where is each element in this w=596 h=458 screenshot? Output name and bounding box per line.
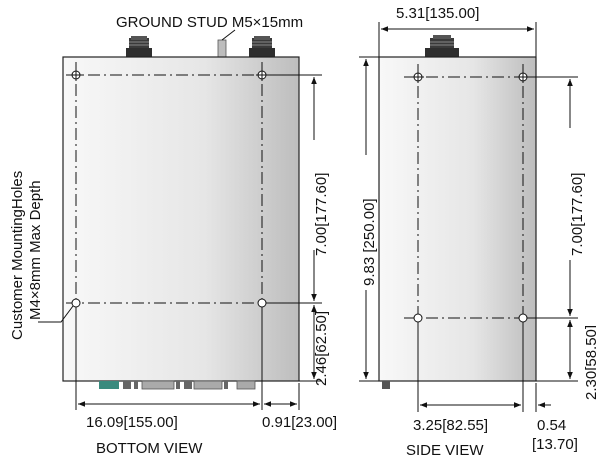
- bottom-view-title: BOTTOM VIEW: [96, 440, 203, 457]
- dim-hole-edge-horizontal-label: 0.91[23.00]: [262, 414, 337, 431]
- side-view-title: SIDE VIEW: [406, 442, 484, 458]
- side-dim-width-label: 5.31[135.00]: [396, 5, 479, 22]
- mounting-holes-leader: [38, 305, 74, 323]
- mounting-hole-top-left: [70, 69, 82, 81]
- dim-hole-edge-vertical-label: 2.46[62.50]: [313, 311, 330, 386]
- bottom-view-body: [62, 56, 300, 382]
- dim-width-label: 16.09[155.00]: [86, 414, 178, 431]
- dim-hole-spacing-vertical-label: 7.00[177.60]: [313, 173, 330, 256]
- side-dim-hole-edge-horizontal-label-2: [13.70]: [532, 436, 578, 453]
- side-dim-hole-edge-vertical-label: 2.30[58.50]: [583, 325, 596, 400]
- side-dim-height-label: 9.83 [250.00]: [361, 198, 378, 286]
- side-hole-bottom-left: [413, 313, 423, 323]
- ground-stud-label: GROUND STUD M5×15mm: [116, 14, 303, 31]
- side-dim-hole-spacing-vertical-label: 7.00[177.60]: [569, 173, 586, 256]
- mounting-hole-bottom-left: [71, 298, 81, 308]
- n-type-connector-right: [249, 36, 275, 58]
- ground-stud: [217, 39, 227, 59]
- side-connector: [425, 35, 459, 57]
- side-foot: [382, 381, 390, 389]
- ground-stud-leader: [221, 29, 236, 41]
- side-hole-bottom-right: [518, 313, 528, 323]
- n-type-connector-left: [126, 36, 152, 58]
- holes-label-line2: M4×8mm Max Depth: [27, 180, 44, 320]
- side-view-body: [378, 56, 537, 382]
- mounting-hole-bottom-right: [257, 298, 267, 308]
- side-dim-hole-spacing-horizontal-label: 3.25[82.55]: [413, 417, 488, 434]
- side-dim-hole-edge-horizontal-label-1: 0.54: [537, 417, 566, 434]
- bottom-ports: [99, 380, 256, 390]
- holes-label-line1: Customer MountingHoles: [9, 171, 26, 340]
- side-view: 5.31[135.00] 9.83 [250.00] 7.00[177.60] …: [359, 5, 596, 458]
- side-hole-top-left: [412, 71, 424, 83]
- bottom-view: GROUND STUD M5×15mm 16.09[155.00] 0.91[2…: [9, 14, 337, 457]
